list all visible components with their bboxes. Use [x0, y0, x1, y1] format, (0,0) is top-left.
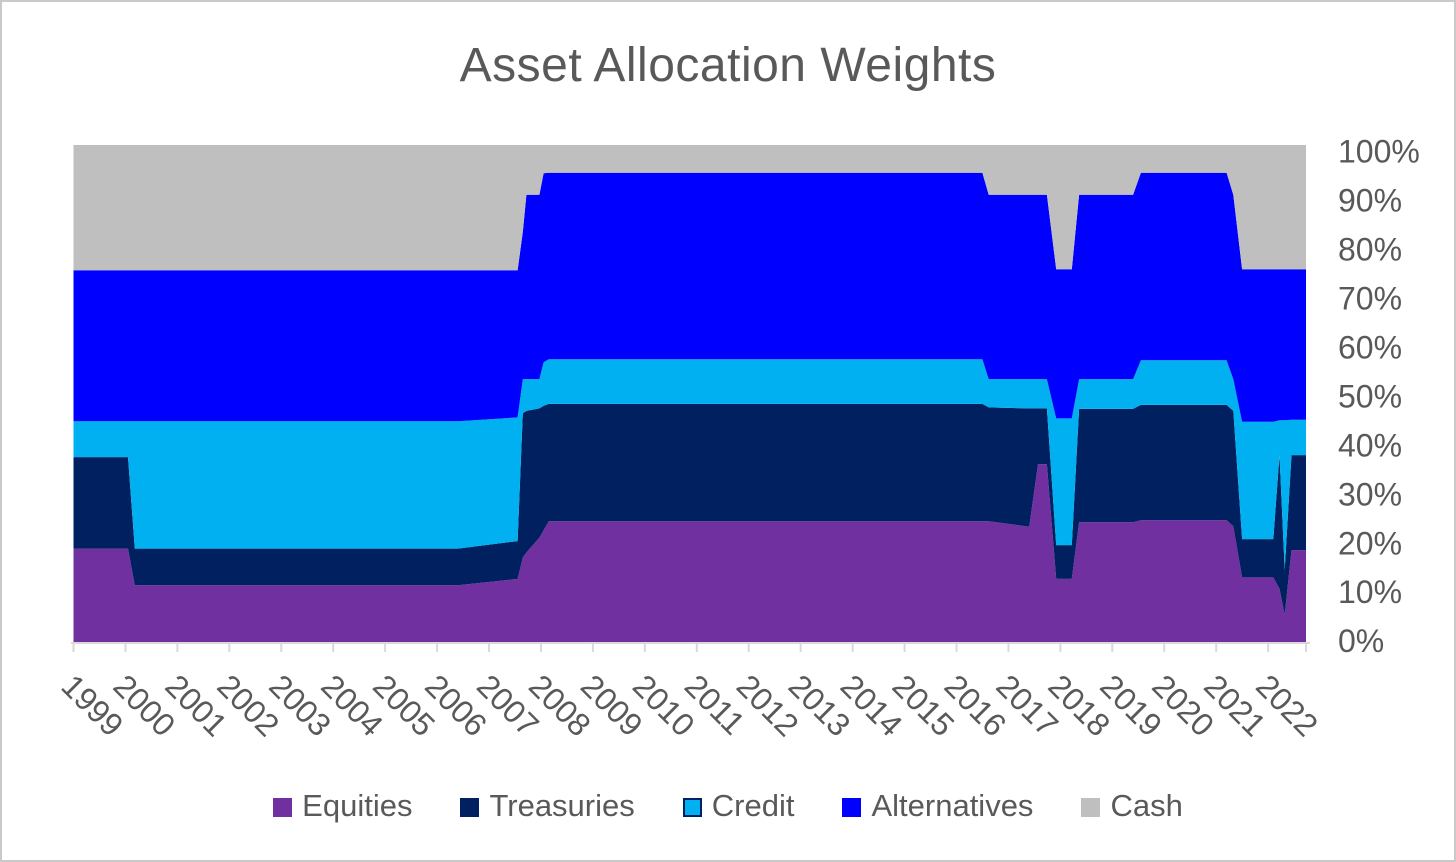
y-tick-label: 10% [1338, 574, 1402, 610]
y-tick-label: 90% [1338, 182, 1402, 218]
legend-item-cash: Cash [1081, 788, 1183, 824]
legend-label-equities: Equities [302, 788, 413, 823]
y-tick-label: 30% [1338, 476, 1402, 512]
y-tick-label: 0% [1338, 623, 1384, 659]
legend-swatch-cash [1081, 798, 1101, 817]
area-cash [73, 145, 1306, 271]
chart-title: Asset Allocation Weights [459, 39, 997, 92]
y-tick-label: 60% [1338, 329, 1402, 365]
legend-swatch-alternatives [842, 798, 862, 817]
legend-item-alternatives: Alternatives [842, 788, 1033, 824]
legend-item-treasuries: Treasuries [460, 788, 635, 824]
y-tick-label: 100% [1338, 134, 1420, 170]
area-credit [73, 359, 1306, 570]
y-tick-label: 40% [1338, 427, 1402, 463]
legend-item-credit: Credit [682, 788, 795, 824]
legend-label-alternatives: Alternatives [871, 788, 1034, 823]
y-tick-label: 80% [1338, 231, 1402, 267]
y-tick-label: 50% [1338, 378, 1402, 414]
area-equities [73, 464, 1306, 642]
legend: Equities Treasuries Credit Alternatives Cash [2, 788, 1454, 824]
legend-label-cash: Cash [1110, 788, 1183, 823]
y-tick-label: 70% [1338, 280, 1402, 316]
legend-swatch-credit [682, 798, 702, 817]
legend-label-treasuries: Treasuries [489, 788, 635, 823]
legend-swatch-equities [273, 798, 293, 817]
area-treasuries [73, 403, 1306, 615]
y-tick-label: 20% [1338, 525, 1402, 561]
legend-label-credit: Credit [711, 788, 795, 823]
legend-swatch-treasuries [460, 798, 480, 817]
legend-item-equities: Equities [273, 788, 412, 824]
area-alternatives [73, 172, 1306, 422]
